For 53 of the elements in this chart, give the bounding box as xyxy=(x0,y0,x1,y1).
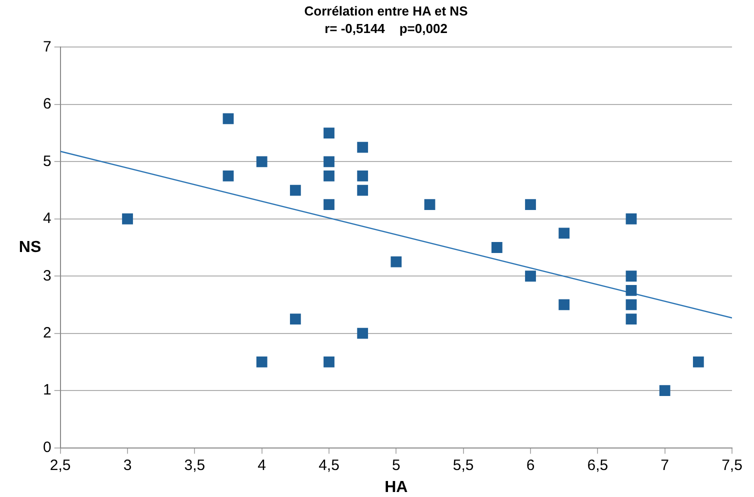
point xyxy=(424,199,436,210)
point xyxy=(357,184,368,196)
y-tick-label: 1 xyxy=(43,382,52,399)
y-tick-label: 2 xyxy=(43,324,52,342)
point xyxy=(626,284,637,296)
point xyxy=(324,199,334,210)
point xyxy=(525,199,536,210)
x-tick-label: 4,5 xyxy=(318,456,340,474)
point xyxy=(222,113,234,124)
point xyxy=(390,256,402,268)
point xyxy=(290,184,301,196)
point xyxy=(256,356,268,368)
chart-title: Corrélation entre HA et NS xyxy=(304,3,468,18)
point xyxy=(122,213,133,224)
chart-subtitle: r= -0,5144 p=0,002 xyxy=(324,20,448,36)
point xyxy=(558,299,570,310)
x-tick-label: 3,5 xyxy=(184,456,206,474)
x-tick-label: 5,5 xyxy=(452,456,474,474)
x-tick-label: 4 xyxy=(258,456,266,474)
x-axis-title: HA xyxy=(384,478,408,496)
y-axis-title: NS xyxy=(18,238,42,256)
x-tick-label: 7,5 xyxy=(722,456,742,474)
y-tick-label: 5 xyxy=(43,152,52,170)
y-tick-label: 6 xyxy=(43,96,52,113)
point xyxy=(357,328,368,339)
point xyxy=(626,314,637,324)
point xyxy=(324,170,334,182)
y-tick-label: 7 xyxy=(43,38,52,56)
y-tick-label: 4 xyxy=(43,210,52,228)
point xyxy=(692,356,704,368)
point xyxy=(256,156,268,168)
point xyxy=(222,170,234,182)
x-tick-label: 5 xyxy=(392,456,400,474)
point xyxy=(626,270,637,282)
point xyxy=(525,270,536,282)
x-tick-label: 3 xyxy=(123,456,132,474)
point xyxy=(626,299,637,310)
point xyxy=(324,128,334,138)
y-tick-label: 3 xyxy=(43,267,52,284)
point xyxy=(626,213,637,224)
x-tick-label: 6 xyxy=(526,456,535,474)
point xyxy=(659,385,670,396)
y-tick-label: 0 xyxy=(43,438,52,456)
x-tick-label: 2,5 xyxy=(50,456,71,474)
point xyxy=(558,228,570,239)
point xyxy=(324,356,334,368)
point xyxy=(491,242,502,253)
x-tick-label: 7 xyxy=(660,456,670,474)
point xyxy=(357,142,368,153)
point xyxy=(290,314,301,324)
point xyxy=(357,170,368,182)
x-tick-label: 6,5 xyxy=(587,456,608,474)
point xyxy=(324,156,334,168)
